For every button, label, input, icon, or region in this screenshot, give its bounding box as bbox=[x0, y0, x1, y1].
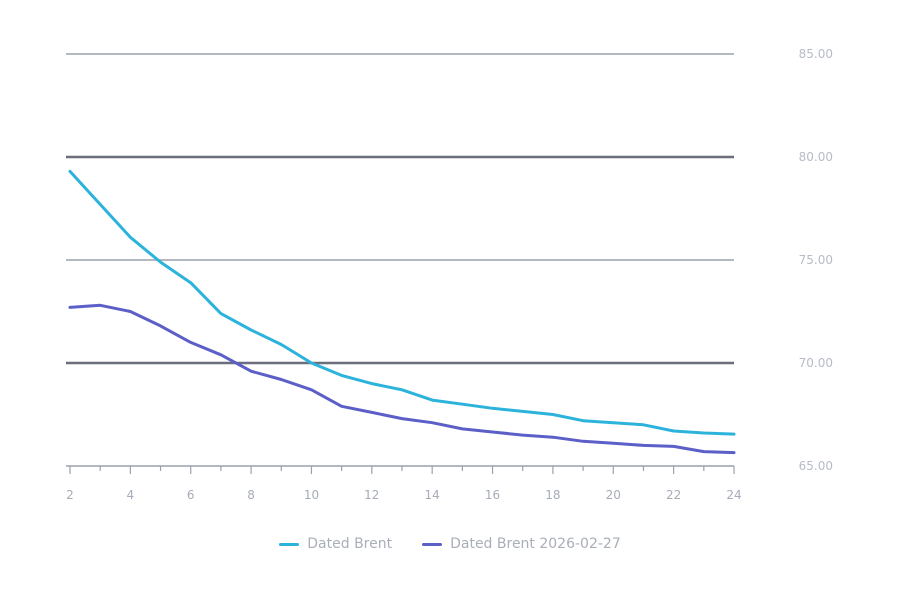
legend: Dated Brent Dated Brent 2026-02-27 bbox=[0, 536, 900, 552]
x-tick-label-16: 16 bbox=[485, 488, 500, 502]
x-tick-label-4: 4 bbox=[127, 488, 135, 502]
x-tick-label-8: 8 bbox=[247, 488, 255, 502]
x-tick-label-22: 22 bbox=[666, 488, 681, 502]
x-tick-label-14: 14 bbox=[425, 488, 440, 502]
x-axis: 2 4 6 8 10 12 14 16 18 20 22 24 bbox=[66, 465, 742, 502]
legend-swatch-dated-brent bbox=[279, 542, 300, 546]
x-tick-label-24: 24 bbox=[726, 488, 741, 502]
series-line-0[interactable] bbox=[68, 169, 736, 436]
y-tick-label-2: 75.00 bbox=[799, 253, 833, 267]
legend-label-dated-brent: Dated Brent bbox=[307, 536, 393, 552]
series-line-1[interactable] bbox=[68, 303, 736, 455]
y-tick-label-3: 80.00 bbox=[799, 150, 833, 164]
x-tick-label-20: 20 bbox=[606, 488, 621, 502]
y-tick-label-4: 85.00 bbox=[799, 47, 833, 61]
legend-item-dated-brent[interactable]: Dated Brent bbox=[279, 536, 392, 552]
x-tick-label-2: 2 bbox=[66, 488, 74, 502]
legend-swatch-dated-brent-2026-02-27 bbox=[422, 542, 443, 546]
x-tick-label-18: 18 bbox=[545, 488, 560, 502]
y-tick-label-0: 65.00 bbox=[799, 459, 833, 473]
legend-item-dated-brent-2026-02-27[interactable]: Dated Brent 2026-02-27 bbox=[422, 536, 621, 552]
y-tick-label-1: 70.00 bbox=[799, 356, 833, 370]
x-tick-label-10: 10 bbox=[304, 488, 319, 502]
x-tick-label-12: 12 bbox=[364, 488, 379, 502]
legend-label-dated-brent-2026-02-27: Dated Brent 2026-02-27 bbox=[450, 536, 621, 552]
y-axis: 65.00 70.00 75.00 80.00 85.00 bbox=[799, 47, 833, 473]
x-tick-label-6: 6 bbox=[187, 488, 195, 502]
gridlines bbox=[66, 53, 734, 365]
series-group bbox=[68, 169, 736, 455]
